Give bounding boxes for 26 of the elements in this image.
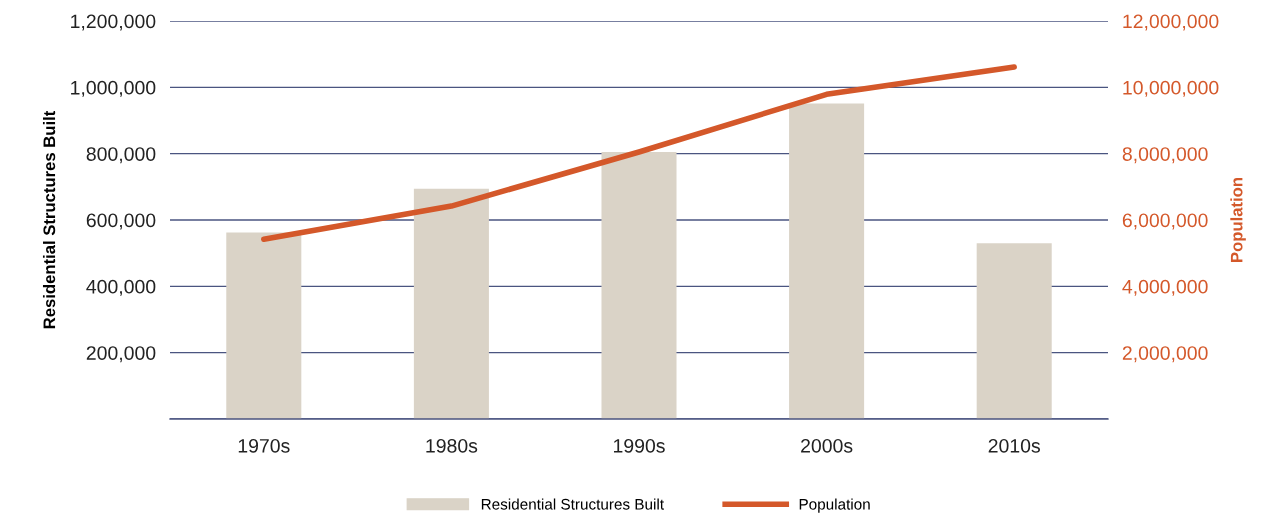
y2-tick-label: 12,000,000 bbox=[1123, 14, 1219, 31]
legend-label: Residential Structures Built bbox=[481, 498, 664, 510]
x-tick-label: 2000s bbox=[801, 438, 853, 453]
bar bbox=[976, 243, 1052, 419]
y2-tick-label: 2,000,000 bbox=[1122, 346, 1208, 363]
bar bbox=[789, 103, 865, 419]
y-tick-label: 600,000 bbox=[86, 213, 156, 230]
bar bbox=[601, 152, 677, 419]
y2-axis-title: Population bbox=[1230, 177, 1246, 262]
y2-tick-label: 8,000,000 bbox=[1122, 147, 1208, 164]
legend-label: Population bbox=[799, 498, 870, 513]
y-axis-title: Residential Structures Built bbox=[42, 110, 56, 329]
x-tick-label: 2010s bbox=[988, 438, 1040, 453]
y2-tick-label: 10,000,000 bbox=[1123, 80, 1219, 97]
x-tick-label: 1980s bbox=[426, 438, 478, 453]
y2-tick-label: 4,000,000 bbox=[1122, 279, 1208, 296]
x-tick-label: 1990s bbox=[614, 438, 665, 453]
x-tick-label: 1970s bbox=[238, 438, 290, 453]
bar bbox=[226, 232, 302, 419]
bar bbox=[413, 188, 489, 419]
y-tick-label: 1,000,000 bbox=[71, 80, 156, 97]
y-tick-label: 200,000 bbox=[86, 346, 156, 363]
y-tick-label: 800,000 bbox=[86, 147, 156, 164]
y2-tick-label: 6,000,000 bbox=[1122, 213, 1208, 230]
y-tick-label: 400,000 bbox=[86, 279, 156, 296]
y-tick-label: 1,200,000 bbox=[71, 14, 156, 31]
